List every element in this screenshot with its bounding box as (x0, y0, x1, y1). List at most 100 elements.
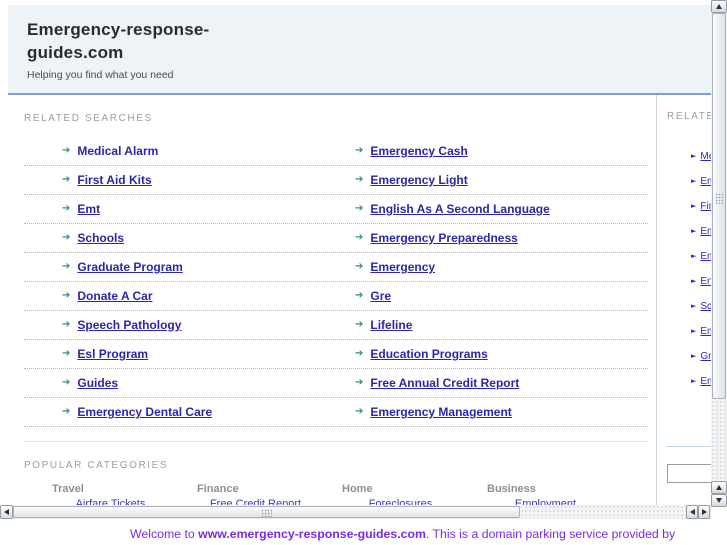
related-link[interactable]: Lifeline (370, 318, 413, 332)
sidebar-divider (666, 446, 711, 447)
sidebar-item: ►Emergency (666, 369, 711, 394)
arrow-icon: ➔ (62, 377, 71, 388)
bullet-arrow-icon: ► (691, 327, 697, 335)
bullet-arrow-icon: ► (691, 177, 697, 185)
up-arrow-icon (716, 4, 722, 9)
related-row: ➔ Emergency Dental Care ➔ Emergency Manage… (24, 398, 648, 427)
sidebar-link[interactable]: Emergency Light (700, 226, 711, 237)
related-link[interactable]: Graduate Program (77, 260, 183, 274)
horizontal-scrollbar[interactable] (0, 505, 711, 519)
sidebar-link[interactable]: Emergency Preparedness (700, 326, 711, 337)
category-label: Travel (52, 483, 84, 495)
related-cell: ➔ Emergency Light (352, 173, 468, 187)
category-link[interactable]: Airfare Tickets (75, 498, 146, 505)
category-label: Finance (197, 483, 239, 495)
related-link[interactable]: Emergency Light (370, 173, 468, 187)
related-cell: ➔ Emergency Dental Care (24, 405, 352, 419)
sidebar-link[interactable]: Graduate Program (700, 351, 711, 362)
left-arrow-icon (689, 509, 695, 515)
category-label: Home (342, 483, 373, 495)
scroll-up-button-bottom[interactable] (711, 481, 727, 494)
category-link[interactable]: Foreclosures (368, 498, 433, 505)
related-cell: ➔ English As A Second Language (352, 202, 550, 216)
related-cell: ➔ First Aid Kits (24, 173, 352, 187)
related-searches-list: ➔ Medical Alarm ➔ Emergency Cash ➔ First Ai… (0, 137, 656, 427)
scroll-left-button-right[interactable] (686, 505, 698, 519)
category-link[interactable]: Employment (514, 498, 577, 505)
arrow-icon: ➔ (355, 232, 364, 243)
related-cell: ➔ Esl Program (24, 347, 352, 361)
related-row: ➔ Graduate Program ➔ Emergency (24, 253, 648, 282)
related-link[interactable]: Medical Alarm (77, 144, 159, 158)
horizontal-scrollbar-thumb[interactable] (13, 506, 520, 518)
arrow-icon: ➔ (355, 290, 364, 301)
related-row: ➔ Donate A Car ➔ Gre (24, 282, 648, 311)
sidebar-link[interactable]: Schools (700, 301, 711, 312)
arrow-icon: ➔ (62, 261, 71, 272)
arrow-icon: ➔ (62, 174, 71, 185)
related-cell: ➔ Emergency (352, 260, 435, 274)
related-link[interactable]: Emergency Management (370, 405, 512, 419)
sidebar-item: ►Emt (666, 244, 711, 269)
related-row: ➔ Speech Pathology ➔ Lifeline (24, 311, 648, 340)
related-link[interactable]: Emergency Dental Care (77, 405, 213, 419)
related-cell: ➔ Free Annual Credit Report (352, 376, 519, 390)
scroll-left-button[interactable] (0, 505, 13, 519)
related-link[interactable]: Emt (77, 202, 101, 216)
welcome-suffix: . This is a domain parking service provi… (425, 527, 676, 541)
bullet-arrow-icon: ► (691, 202, 697, 210)
scrollbar-grippy (261, 509, 272, 517)
related-searches-heading: RELATED SEARCHES (24, 113, 153, 124)
popular-categories-heading: POPULAR CATEGORIES (24, 460, 169, 471)
related-link[interactable]: Guides (77, 376, 119, 390)
sidebar-link[interactable]: Emergency Cash (700, 176, 711, 187)
arrow-icon: ➔ (62, 145, 71, 156)
related-link[interactable]: Emergency (370, 260, 436, 274)
arrow-icon: ➔ (355, 406, 364, 417)
sidebar-item: ►Emergency Preparedness (666, 319, 711, 344)
arrow-icon: ➔ (62, 203, 71, 214)
sidebar-link[interactable]: Medical Alarm (700, 151, 711, 162)
arrow-icon: ➔ (62, 232, 71, 243)
related-link[interactable]: Education Programs (370, 347, 488, 361)
related-link[interactable]: Donate A Car (77, 289, 153, 303)
welcome-domain: www.emergency-response-guides.com (198, 527, 426, 541)
related-link[interactable]: First Aid Kits (77, 173, 152, 187)
related-link[interactable]: English As A Second Language (370, 202, 550, 216)
category-column: Finance Free Credit Report (183, 483, 328, 505)
arrow-icon: ➔ (355, 319, 364, 330)
sidebar-link[interactable]: First Aid Kits (700, 201, 711, 212)
sidebar-link[interactable]: Emt (700, 251, 711, 262)
related-link[interactable]: Speech Pathology (77, 318, 182, 332)
scroll-right-button[interactable] (698, 505, 710, 519)
related-link[interactable]: Emergency Cash (370, 144, 468, 158)
sidebar-search-input[interactable] (667, 464, 711, 483)
sidebar-link[interactable]: Emergency (700, 376, 711, 387)
related-link[interactable]: Emergency Preparedness (370, 231, 518, 245)
bullet-arrow-icon: ► (691, 377, 697, 385)
arrow-icon: ➔ (62, 406, 71, 417)
related-cell: ➔ Lifeline (352, 318, 412, 332)
vertical-scrollbar-thumb[interactable] (712, 13, 726, 399)
arrow-icon: ➔ (355, 203, 364, 214)
scroll-down-button[interactable] (711, 494, 727, 507)
related-link[interactable]: Free Annual Credit Report (370, 376, 520, 390)
related-row: ➔ Guides ➔ Free Annual Credit Report (24, 369, 648, 398)
related-link[interactable]: Esl Program (77, 347, 149, 361)
related-cell: ➔ Education Programs (352, 347, 488, 361)
category-link[interactable]: Free Credit Report (209, 498, 302, 505)
main-column: RELATED SEARCHES ➔ Medical Alarm ➔ Emergen… (0, 95, 656, 505)
related-cell: ➔ Donate A Car (24, 289, 352, 303)
up-arrow-icon (716, 485, 722, 490)
vertical-scrollbar[interactable] (711, 0, 727, 507)
popular-categories: Travel Airfare Tickets Finance Free Cred… (38, 483, 656, 505)
related-link[interactable]: Gre (370, 289, 392, 303)
related-row: ➔ Esl Program ➔ Education Programs (24, 340, 648, 369)
scroll-up-button[interactable] (711, 0, 727, 13)
sidebar-link[interactable]: English As A Second Language (700, 276, 711, 287)
right-arrow-icon (701, 509, 707, 515)
arrow-icon: ➔ (62, 319, 71, 330)
section-divider (24, 441, 648, 442)
related-link[interactable]: Schools (77, 231, 125, 245)
bullet-arrow-icon: ► (691, 152, 697, 160)
